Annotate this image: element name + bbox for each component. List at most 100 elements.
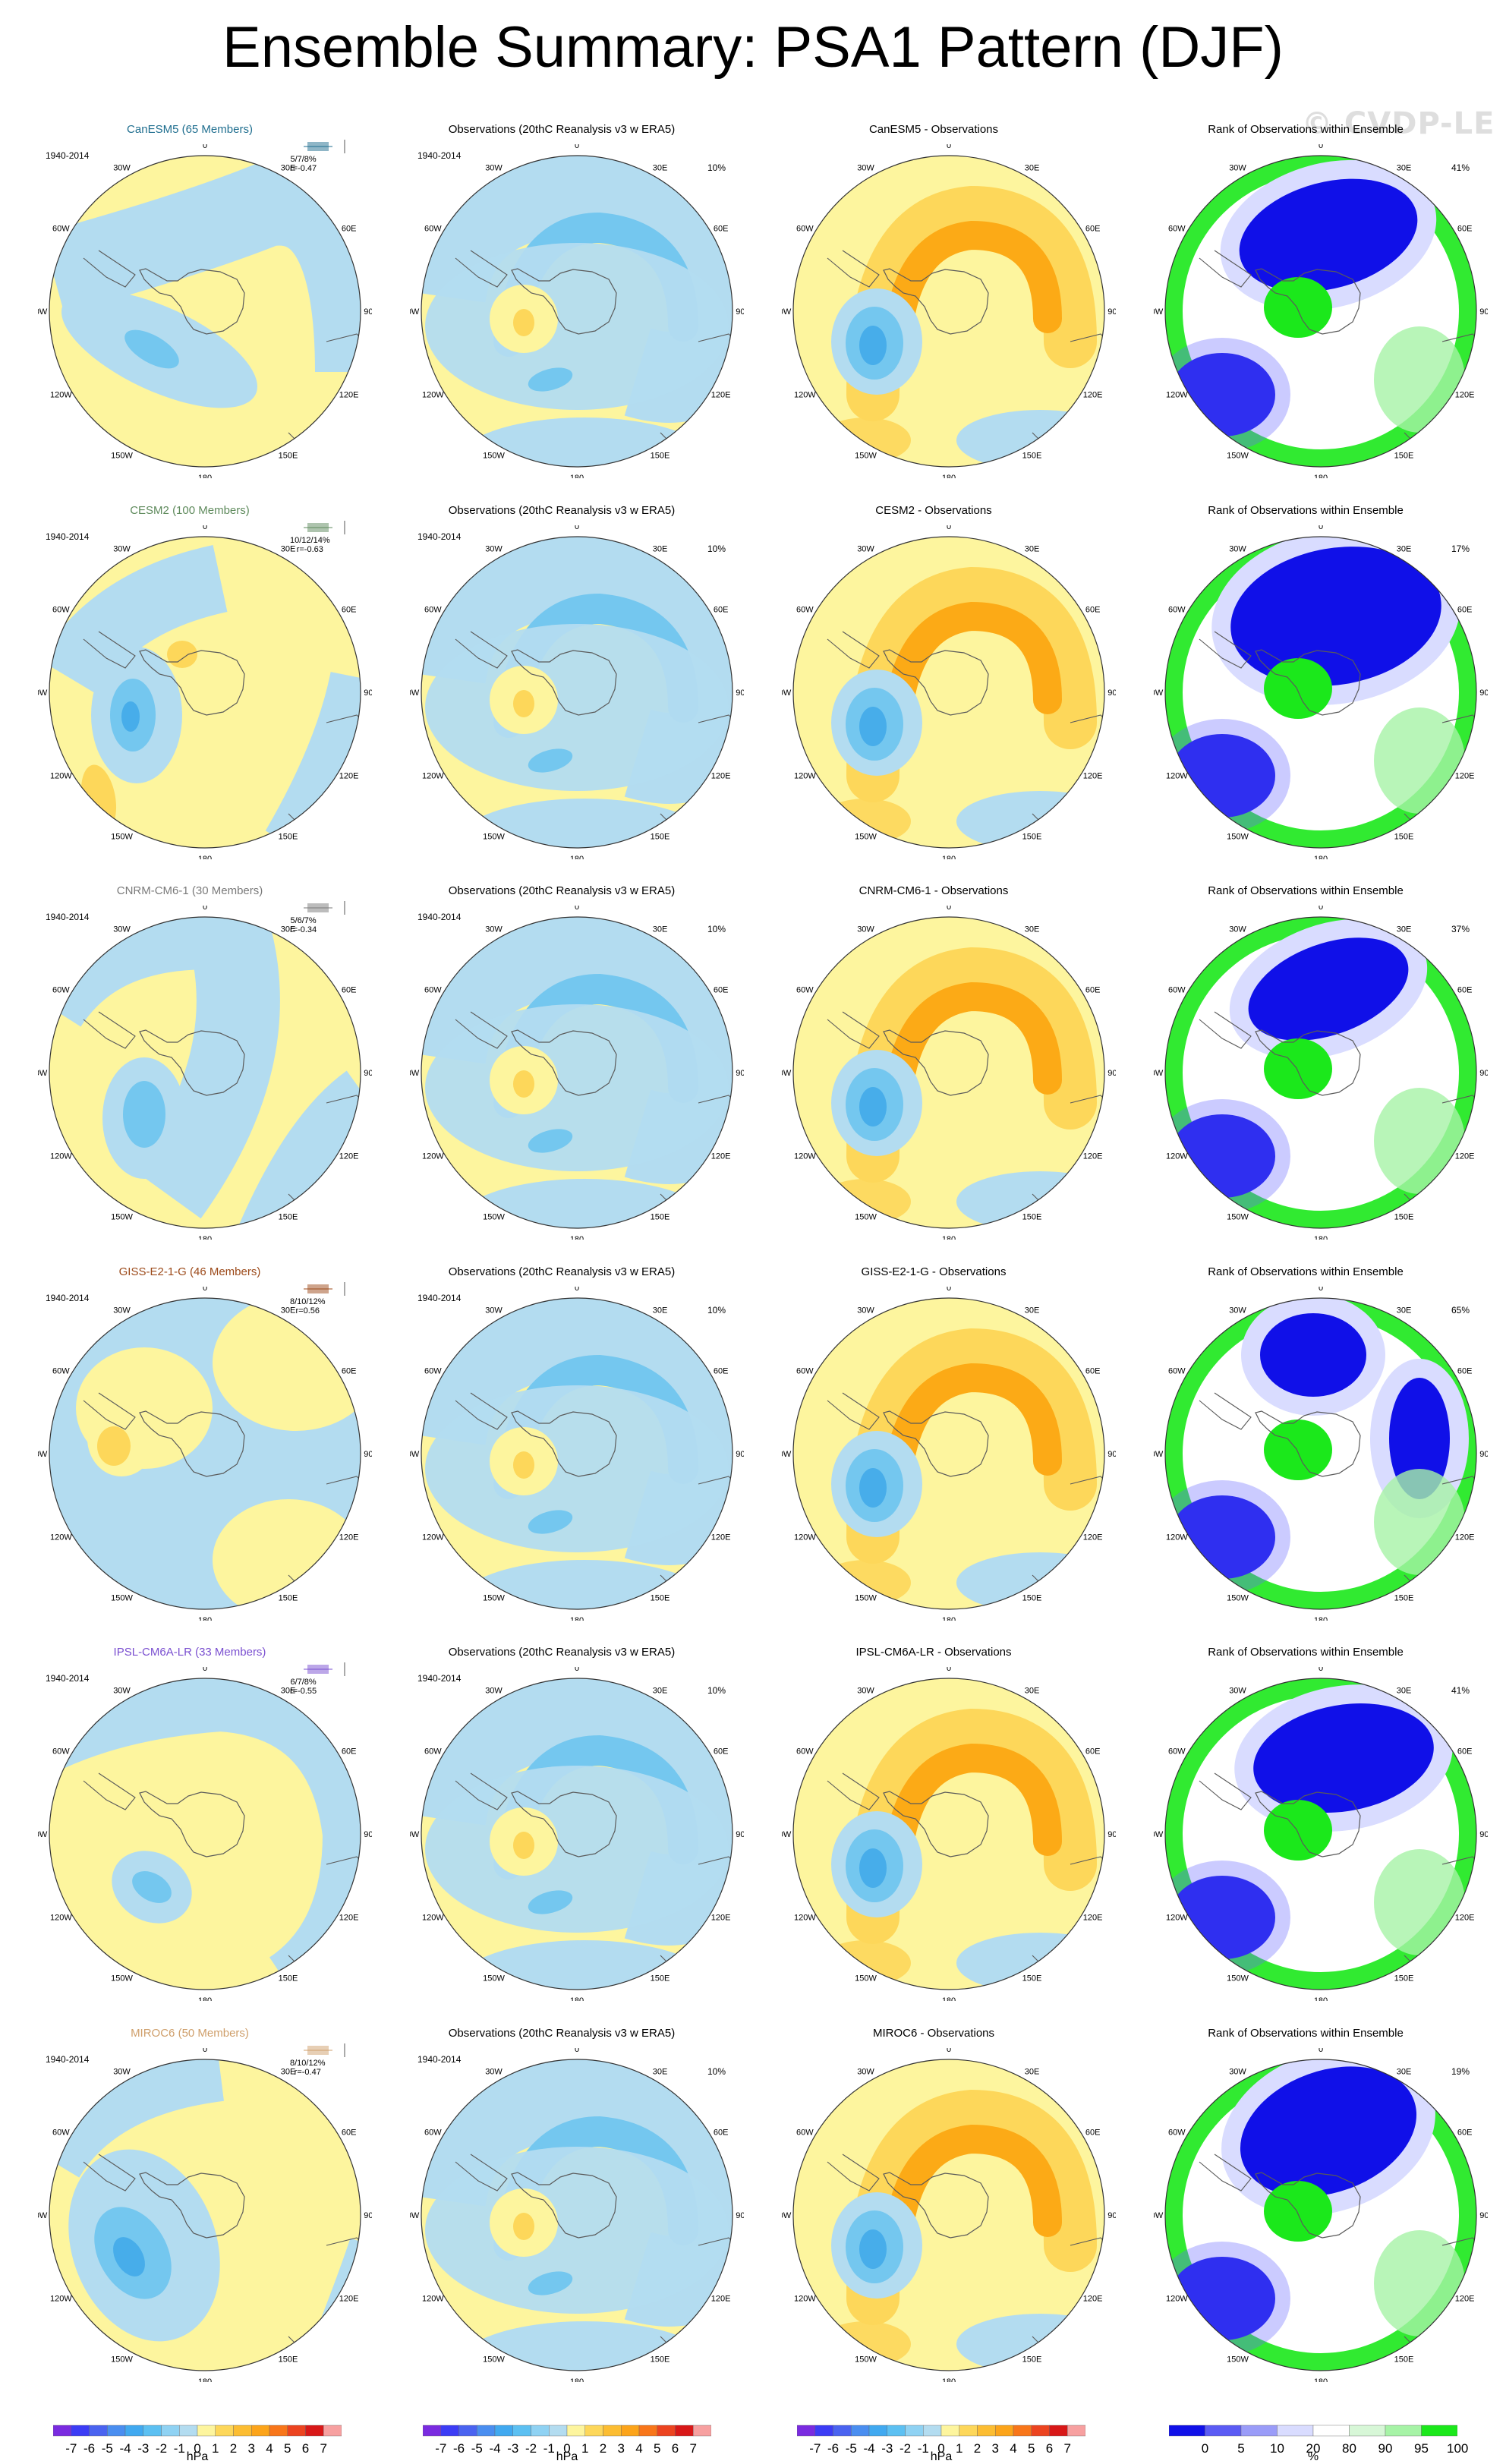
colorbar-tick: 5 [1237, 2441, 1245, 2456]
lon-label: 150W [483, 1974, 505, 1983]
lon-label: 180 [942, 1996, 956, 2001]
lon-label: 60E [714, 2128, 729, 2138]
colorbar-unit: hPa [930, 2450, 953, 2463]
colorbar-swatch [1067, 2425, 1085, 2437]
lon-label: 180 [942, 855, 956, 859]
rank-title: Rank of Observations within Ensemble [1208, 1265, 1404, 1278]
lon-label: 180 [198, 2377, 212, 2382]
polar-map-svg: 0 30E 60E 90E 120E 150E 180 150W 120W 90W 60W 30W [30, 1284, 379, 1625]
diff-title: GISS-E2-1-G - Observations [861, 1265, 1007, 1278]
lon-label: 180 [942, 2377, 956, 2382]
lon-label: 120W [1166, 1533, 1188, 1542]
antarctica-coastline [1255, 1029, 1361, 1096]
lon-label: 90E [1107, 688, 1116, 698]
south-america-coastline [83, 250, 136, 288]
lon-label: 180 [198, 1996, 212, 2001]
model-stats: 8/10/12% r=0.56 [290, 1297, 325, 1315]
period-label: 1940-2014 [417, 2054, 462, 2065]
lon-label: 180 [198, 855, 212, 859]
lon-label: 120E [339, 2295, 359, 2304]
obs-title: Observations (20thC Reanalysis v3 w ERA5… [448, 504, 676, 517]
polar-map-svg: 0 30E 60E 90E 120E 150E 180 150W 120W 90W 60W 30W [30, 522, 379, 864]
colorbar-tick: 4 [635, 2441, 643, 2456]
lon-label: 60W [796, 225, 814, 234]
polar-map: 0 30E 60E 90E 120E 150E 180 150W 120W 90W 60W 30W [1146, 2045, 1495, 2387]
lon-label: 30E [653, 1686, 668, 1695]
lon-label: 120E [1083, 1533, 1103, 1542]
colorbar-swatch [179, 2425, 198, 2437]
obs-panel: Observations (20thC Reanalysis v3 w ERA5… [380, 1264, 751, 1643]
lon-label: 0 [947, 1287, 951, 1293]
lon-label: 120W [1166, 1152, 1188, 1161]
map-fill [793, 156, 1104, 467]
antarctica-coastline [1255, 1410, 1361, 1477]
colorbar-tick: 0 [563, 2441, 571, 2456]
australia-coastline [698, 333, 733, 350]
colorbar-swatches [53, 2425, 342, 2437]
model-title: GISS-E2-1-G (46 Members) [118, 1265, 261, 1278]
lon-label: 90W [782, 307, 792, 317]
pattern-correlation: r=-0.47 [290, 164, 317, 173]
lon-label: 90E [736, 1069, 744, 1078]
lon-label: 180 [570, 2377, 584, 2382]
polar-map-svg: 0 30E 60E 90E 120E 150E 180 150W 120W 90W 60W 30W [402, 1284, 751, 1625]
lon-label: 120E [339, 1533, 359, 1542]
australia-coastline [1441, 333, 1476, 350]
colorbar-swatch [423, 2425, 441, 2437]
colorbar-swatch [693, 2425, 711, 2437]
stats-percentiles: 8/10/12% [290, 1297, 326, 1306]
polar-map: 0 30E 60E 90E 120E 150E 180 150W 120W 90W 60W 30W [774, 522, 1123, 864]
lon-label: 30E [281, 925, 296, 934]
lon-label: 120W [50, 1152, 72, 1161]
pattern-correlation: r=-0.47 [294, 2068, 321, 2077]
model-stats: 5/7/8% r=-0.47 [290, 155, 317, 173]
colorbar-tick: -6 [83, 2441, 96, 2456]
lon-label: 60W [424, 2128, 442, 2138]
lon-label: 0 [575, 906, 579, 912]
lon-label: 60W [424, 1367, 442, 1376]
lon-label: 180 [1314, 1616, 1328, 1621]
lon-label: 180 [1314, 1235, 1328, 1240]
antarctica-coastline [883, 1791, 989, 1857]
lon-label: 120E [711, 391, 731, 400]
diff-title: CanESM5 - Observations [868, 123, 999, 136]
lon-label: 30W [1229, 1686, 1246, 1695]
polar-map-svg: 0 30E 60E 90E 120E 150E 180 150W 120W 90W 60W 30W [402, 903, 751, 1244]
lon-label: 0 [1319, 1667, 1323, 1673]
colorbar-tick: -2 [155, 2441, 168, 2456]
lon-label: 60E [342, 606, 357, 615]
lon-label: 90W [38, 1069, 48, 1078]
south-america-coastline [455, 1772, 508, 1810]
lon-label: 30W [485, 1306, 503, 1315]
lon-label: 120E [339, 1152, 359, 1161]
lon-label: 0 [203, 525, 207, 531]
lon-label: 30W [113, 163, 131, 172]
lon-label: 30E [1397, 163, 1412, 172]
lon-label: 90W [38, 688, 48, 698]
lon-label: 60E [342, 986, 357, 995]
lon-label: 120W [794, 391, 816, 400]
australia-coastline [698, 1095, 733, 1111]
lon-label: 150W [111, 1974, 133, 1983]
lon-label: 0 [575, 525, 579, 531]
polar-map-svg: 0 30E 60E 90E 120E 150E 180 150W 120W 90W 60W 30W [402, 522, 751, 864]
watermark: © CVDP-LE [1302, 106, 1495, 141]
lon-label: 30W [857, 925, 874, 934]
lon-label: 90W [38, 307, 48, 317]
lon-label: 60E [1457, 225, 1473, 234]
polar-map: 0 30E 60E 90E 120E 150E 180 150W 120W 90W 60W 30W [774, 1664, 1123, 2006]
antarctica-coastline [883, 2172, 989, 2239]
lon-label: 180 [570, 855, 584, 859]
antarctica-coastline [139, 268, 245, 335]
lon-label: 60W [1168, 986, 1186, 995]
lon-label: 120E [1083, 2295, 1103, 2304]
row-2: CESM2 (100 Members) 1940-2014 10/12/14% r=-… [0, 503, 1506, 882]
colorbar-swatch [269, 2425, 288, 2437]
lon-label: 30W [857, 2067, 874, 2076]
obs-title: Observations (20thC Reanalysis v3 w ERA5… [448, 1265, 676, 1278]
map-border [49, 916, 361, 1229]
antarctica-coastline [511, 1791, 617, 1857]
lon-label: 150E [1022, 1594, 1042, 1603]
polar-map: 0 30E 60E 90E 120E 150E 180 150W 120W 90W 60W 30W [402, 903, 751, 1244]
lon-label: 180 [570, 1235, 584, 1240]
